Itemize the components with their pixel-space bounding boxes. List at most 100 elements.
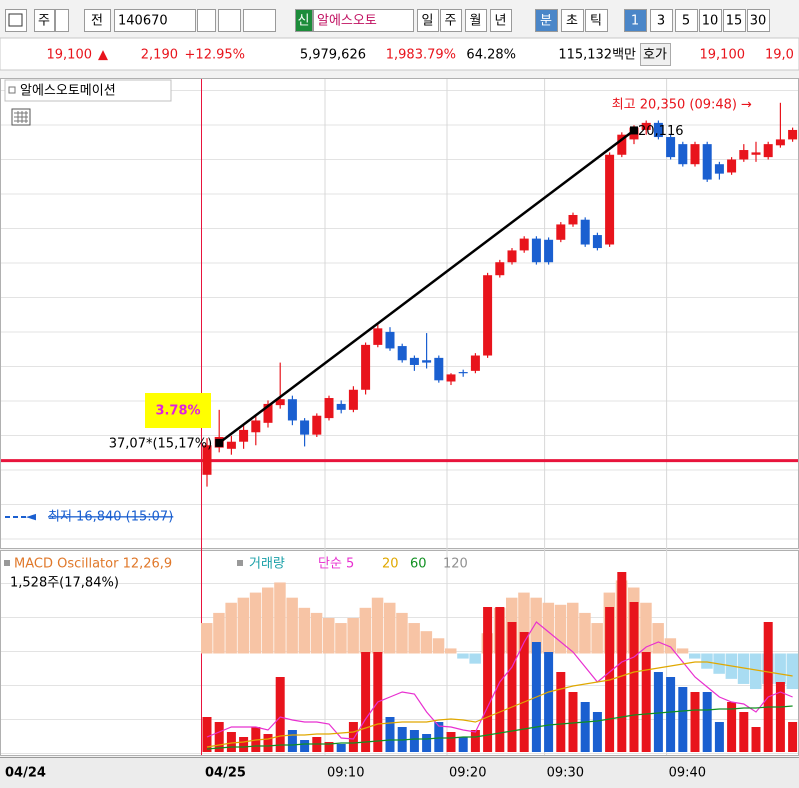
volume-bar [287,730,297,752]
volume-bar [690,692,700,752]
market-drop-box[interactable] [55,9,69,32]
volume-bar [385,717,395,752]
candle-body [495,262,505,276]
candle-body [739,150,749,160]
candle-body [592,235,602,249]
quote-arrow: ▲ [98,48,108,63]
volume-bar [324,742,334,752]
code-box[interactable] [114,9,196,32]
candle-body [788,129,798,140]
unit-box[interactable] [675,9,698,32]
volume-bar [239,737,249,752]
oscillator-bar [676,648,689,654]
oscillator-bar [213,612,225,654]
candle-body [568,214,578,225]
badge-box[interactable] [295,9,313,32]
oscillator-bar [384,602,396,654]
period-box[interactable] [440,9,462,32]
oscillator-bar [737,653,750,684]
candle-body [239,429,249,442]
volume-bar [592,712,602,752]
oscillator-bar [530,597,542,654]
period: 년 [495,14,507,29]
period-box[interactable] [490,9,512,32]
candle-body [653,122,663,138]
candle-body [666,137,676,158]
x-tick-label: 09:10 [327,766,364,781]
volume-bar [775,682,785,752]
volume-bar [568,692,578,752]
candle-body [458,372,468,374]
x-tick-label: 09:30 [547,766,584,781]
volume-bar [556,672,566,752]
oscillator-bar [359,607,372,654]
volume-bar [544,652,554,752]
low-arrow: ◄ [26,510,36,525]
candle-body [312,415,322,435]
interval: 틱 [590,14,602,29]
market-box[interactable] [34,9,55,32]
candle-body [422,360,432,363]
oscillator-bar [579,612,591,654]
oscillator-bar [249,592,262,654]
period: 월 [470,14,482,29]
volume-bar [629,602,639,752]
candle-body [531,238,541,263]
candle-body [641,122,651,130]
legend-oscillator: MACD Oscillator 12,26,9 [14,557,172,572]
oscillator-bar [750,653,762,690]
volume-bar [702,692,712,752]
interval-box[interactable] [585,9,608,32]
volume-bar [714,722,724,752]
volume-bar [580,702,590,752]
oscillator-bar [262,587,274,654]
oscillator-bar [298,607,311,654]
market: 주 [38,14,50,29]
sound-box[interactable] [243,9,276,32]
plot [1,79,798,755]
candle-body [226,441,236,449]
period-box[interactable] [417,9,439,32]
unit: 1 [631,14,639,29]
x-axis-band [0,757,799,788]
quote-rate: +12.95% [185,48,245,63]
legend-icon [237,560,243,566]
oscillator-bar [274,582,286,654]
oscillator-bar [774,653,786,684]
interval-box[interactable] [561,9,584,32]
interval-box[interactable] [535,9,558,32]
unit-box[interactable] [747,9,770,32]
unit-box[interactable] [723,9,746,32]
name-box[interactable] [313,9,414,32]
unit-box[interactable] [624,9,647,32]
unit-box[interactable] [650,9,673,32]
candle-body [727,159,737,173]
quote-ask_label: 호가 [643,48,667,63]
interval: 초 [566,14,578,29]
unit-box[interactable] [699,9,722,32]
x-tick-label: 09:20 [449,766,486,781]
pct-label: 3.78% [155,404,200,419]
volume-ma-line [206,705,793,750]
oscillator-bar [201,623,213,654]
volume-bar [483,607,493,752]
candle-body [617,134,627,155]
candle-body [519,238,529,251]
code: 140670 [118,14,168,29]
volume-bar [751,727,761,752]
prefix-box[interactable] [84,9,111,32]
period: 일 [422,14,434,29]
candle-body [702,144,712,180]
name: 알에스오토 [317,14,377,29]
oscillator-bar [554,604,567,654]
volume-bar [214,722,224,752]
period-box[interactable] [465,9,487,32]
code-drop-box[interactable] [197,9,216,32]
search-box[interactable] [218,9,241,32]
ask-box [640,43,671,66]
candle-body [287,399,297,421]
oscillator-bar [225,602,237,654]
unit: 30 [750,14,767,29]
trend-line [218,129,635,444]
oscillator-bar [652,623,664,654]
